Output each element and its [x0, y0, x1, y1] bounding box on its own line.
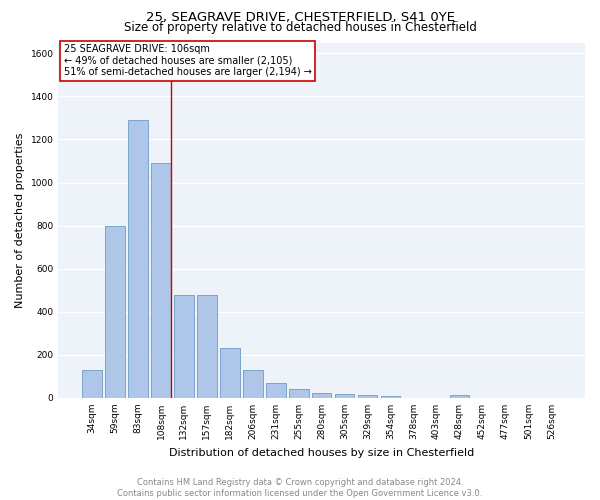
Bar — [243, 370, 263, 398]
Bar — [312, 392, 331, 398]
Bar — [82, 370, 102, 398]
Bar — [289, 390, 308, 398]
Text: 25 SEAGRAVE DRIVE: 106sqm
← 49% of detached houses are smaller (2,105)
51% of se: 25 SEAGRAVE DRIVE: 106sqm ← 49% of detac… — [64, 44, 311, 78]
Bar — [358, 394, 377, 398]
Bar — [266, 383, 286, 398]
X-axis label: Distribution of detached houses by size in Chesterfield: Distribution of detached houses by size … — [169, 448, 475, 458]
Text: 25, SEAGRAVE DRIVE, CHESTERFIELD, S41 0YE: 25, SEAGRAVE DRIVE, CHESTERFIELD, S41 0Y… — [146, 11, 455, 24]
Text: Contains HM Land Registry data © Crown copyright and database right 2024.
Contai: Contains HM Land Registry data © Crown c… — [118, 478, 482, 498]
Bar — [106, 226, 125, 398]
Bar — [197, 294, 217, 398]
Y-axis label: Number of detached properties: Number of detached properties — [15, 132, 25, 308]
Text: Size of property relative to detached houses in Chesterfield: Size of property relative to detached ho… — [124, 21, 476, 34]
Bar — [128, 120, 148, 398]
Bar — [335, 394, 355, 398]
Bar — [174, 294, 194, 398]
Bar — [220, 348, 239, 398]
Bar — [450, 394, 469, 398]
Bar — [151, 163, 171, 398]
Bar — [381, 396, 400, 398]
